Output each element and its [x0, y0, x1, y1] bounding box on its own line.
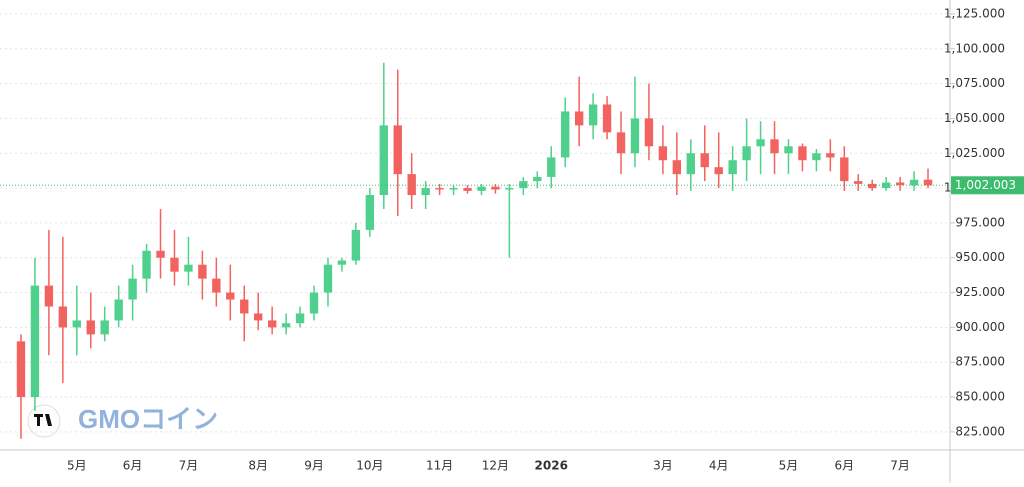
x-tick-label: 4月	[709, 459, 729, 473]
candle-body	[254, 313, 263, 321]
candle-body	[895, 182, 905, 186]
candle-body	[756, 139, 765, 147]
candle-body	[505, 188, 514, 190]
candle-body	[714, 167, 723, 175]
candle-body	[295, 313, 305, 324]
candle-body	[798, 146, 807, 161]
candle-body	[267, 320, 277, 328]
candle-body	[198, 264, 207, 279]
candle-body	[547, 157, 556, 177]
candle-body	[491, 186, 500, 190]
y-tick-label: 1,125.000	[944, 6, 1005, 20]
y-tick-label: 900.000	[955, 320, 1005, 334]
candle-body	[519, 181, 528, 189]
x-tick-label: 7月	[890, 459, 910, 473]
candle-body	[672, 160, 682, 175]
candle-body	[602, 104, 612, 133]
candle-body	[393, 125, 402, 175]
candle-body	[658, 146, 668, 161]
candle-body	[784, 146, 793, 154]
candle-body	[616, 132, 626, 154]
y-tick-label: 1,025.000	[944, 146, 1005, 160]
candle-body	[812, 153, 821, 161]
y-tick-label: 825.000	[955, 424, 1005, 438]
y-tick-label: 1,075.000	[944, 76, 1005, 90]
candle-body	[909, 179, 919, 186]
candle-body	[309, 292, 319, 314]
candle-body	[323, 264, 333, 293]
y-tick-label: 850.000	[955, 390, 1005, 404]
y-tick-label: 950.000	[955, 250, 1005, 264]
candle-body	[212, 278, 221, 293]
y-tick-label: 1,050.000	[944, 111, 1005, 125]
y-tick-label: 925.000	[955, 285, 1005, 299]
y-tick-label: 1,100.000	[944, 41, 1005, 55]
candle-body	[686, 153, 695, 175]
candle-body	[644, 118, 654, 147]
candle-body	[156, 250, 165, 258]
last-price-box	[951, 176, 1024, 195]
x-tick-label: 12月	[482, 459, 509, 473]
candle-body	[365, 195, 375, 230]
candle-body	[923, 179, 933, 186]
candle-body	[700, 153, 709, 168]
candle-body	[770, 139, 779, 154]
x-tick-label: 3月	[653, 459, 673, 473]
candle-body	[407, 174, 416, 196]
tv-logo	[27, 404, 61, 438]
candle-body	[30, 285, 40, 398]
candle-body	[44, 285, 54, 307]
candle-body	[826, 153, 835, 158]
candle-body	[463, 188, 472, 191]
candle-body	[854, 181, 863, 184]
candle-body	[574, 111, 584, 126]
candle-body	[142, 250, 151, 279]
candle-body	[351, 229, 361, 261]
x-tick-label: 9月	[304, 459, 324, 473]
last-price-label: 1,002.003	[955, 178, 1016, 192]
candle-body	[868, 183, 877, 189]
candle-body	[281, 323, 291, 328]
x-tick-label: 6月	[123, 459, 143, 473]
candle-body	[742, 146, 751, 161]
candle-body	[421, 188, 430, 196]
x-tick-label: 6月	[834, 459, 854, 473]
candle-body	[16, 341, 26, 398]
x-tick-label: 10月	[356, 459, 383, 473]
candle-body	[561, 111, 570, 158]
candle-body	[337, 260, 347, 265]
candle-body	[226, 292, 235, 300]
candle-body	[728, 160, 737, 175]
x-tick-label: 5月	[67, 459, 87, 473]
watermark: GMOコイン	[78, 404, 218, 434]
candle-body	[379, 125, 388, 196]
candle-body	[184, 264, 193, 272]
candle-body	[588, 104, 598, 126]
candle-body	[114, 299, 123, 321]
y-tick-label: 875.000	[955, 355, 1005, 369]
candle-body	[881, 182, 891, 189]
candle-body	[435, 188, 444, 190]
candle-body	[630, 118, 640, 154]
candle-body	[170, 257, 179, 272]
candle-body	[449, 188, 458, 190]
x-tick-label: 5月	[779, 459, 799, 473]
x-tick-label: 7月	[179, 459, 199, 473]
candle-body	[100, 320, 109, 335]
candle-body	[58, 306, 68, 328]
candle-body	[86, 320, 95, 335]
candle-body	[240, 299, 249, 314]
candle-body	[840, 157, 849, 182]
candle-body	[128, 278, 137, 300]
candle-body	[477, 186, 486, 191]
candle-body	[72, 320, 81, 328]
candle-body	[533, 176, 542, 182]
x-tick-label: 2026	[535, 459, 568, 473]
y-tick-label: 975.000	[955, 215, 1005, 229]
x-tick-label: 11月	[426, 459, 453, 473]
x-tick-label: 8月	[248, 459, 268, 473]
